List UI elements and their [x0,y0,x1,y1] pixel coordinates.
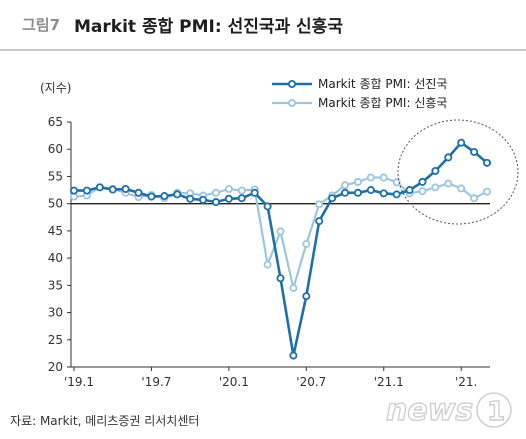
data-point [315,217,324,226]
x-tick-label: '19.7 [141,375,171,389]
data-point [211,198,220,207]
data-point [341,181,350,190]
data-point [186,194,195,203]
y-tick-label: 55 [48,169,63,183]
x-tick-label: '21.1 [374,375,404,389]
data-point [341,188,350,197]
pmi-line-chart: 20 25 30 35 40 45 50 55 60 65 '19.1 '19.7 '20.1 '20.7… [40,77,519,389]
y-tick-label: 50 [48,197,63,211]
data-point [444,179,453,188]
data-point [224,184,233,193]
svg-text:news: news [386,393,473,428]
data-point [482,158,491,167]
data-point [392,178,401,187]
data-point [392,190,401,199]
data-point [457,138,466,147]
legend-marker [287,99,296,108]
legend-label: Markit 종합 PMI: 선진국 [318,77,447,91]
data-point [276,227,285,236]
figure-title: Markit 종합 PMI: 선진국과 신흥국 [74,17,343,37]
x-tick-label: '21. [455,375,477,389]
series-line [74,141,488,357]
data-point [82,186,91,195]
data-point [366,173,375,182]
chart-legend: Markit 종합 PMI: 선진국 Markit 종합 PMI: 신흥국 [272,77,447,110]
y-tick-label: 20 [48,360,63,374]
data-point [328,194,337,203]
y-tick-label: 45 [48,224,63,238]
data-point [211,188,220,197]
data-point [224,194,233,203]
data-point [147,192,156,201]
title-divider [0,49,526,51]
data-point [263,202,272,211]
y-tick-label: 65 [48,115,63,129]
chart-axes: 20 25 30 35 40 45 50 55 60 65 '19.1 '19.7 '20.1 '20.7… [48,115,490,389]
legend-label: Markit 종합 PMI: 신흥국 [318,96,447,110]
data-point [444,153,453,162]
data-point [482,187,491,196]
data-point [431,183,440,192]
y-tick-label: 35 [48,278,63,292]
data-point [470,147,479,156]
y-axis-unit: (지수) [40,81,71,95]
data-point [199,195,208,204]
data-point [160,192,169,201]
chart-series [70,138,491,360]
data-point [379,173,388,182]
data-point [121,184,130,193]
data-point [250,188,259,197]
data-point [418,187,427,196]
y-tick-label: 60 [48,142,63,156]
data-point [95,183,104,192]
x-tick-label: '20.1 [219,375,249,389]
y-tick-label: 40 [48,251,63,265]
data-point [470,194,479,203]
data-point [353,188,362,197]
data-point [276,274,285,283]
x-tick-label: '19.1 [64,375,94,389]
legend-marker [287,80,296,89]
y-tick-label: 25 [48,333,63,347]
data-point [289,284,298,293]
data-point [302,239,311,248]
data-point [263,260,272,269]
figure-number: 그림7 [22,16,61,34]
data-point [418,177,427,186]
data-point [108,185,117,194]
data-point [289,351,298,360]
data-point [405,186,414,195]
x-tick-label: '20.7 [296,375,326,389]
data-point [366,186,375,195]
data-point [457,184,466,193]
news1-watermark: news 1 [385,392,512,429]
svg-text:1: 1 [487,397,505,427]
source-note: 자료: Markit, 메리츠증권 리서치센터 [10,414,200,428]
highlight-circle [397,119,519,225]
series-advanced [70,138,491,360]
data-point [353,177,362,186]
data-point [379,189,388,198]
title-bar: 그림7 Markit 종합 PMI: 선진국과 신흥국 [0,0,526,51]
data-point [173,190,182,199]
data-point [431,166,440,175]
data-point [315,200,324,209]
data-point [134,188,143,197]
data-point [237,194,246,203]
data-point [302,292,311,301]
data-point [70,186,79,195]
data-point [237,186,246,195]
y-tick-label: 30 [48,306,63,320]
